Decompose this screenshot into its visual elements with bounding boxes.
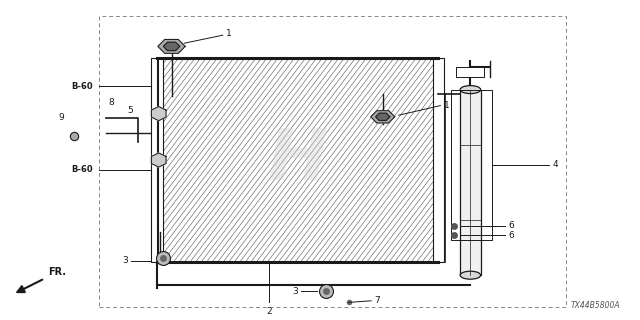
- Text: FR.: FR.: [48, 267, 66, 277]
- Text: 3: 3: [122, 256, 128, 265]
- Bar: [451, 90, 492, 240]
- Bar: [433, 58, 444, 262]
- Text: H: H: [268, 125, 328, 195]
- Bar: [99, 16, 566, 307]
- Ellipse shape: [460, 271, 481, 279]
- Polygon shape: [152, 107, 166, 121]
- Text: 3: 3: [292, 287, 298, 296]
- Text: 1: 1: [226, 29, 232, 38]
- Text: 2: 2: [266, 307, 271, 316]
- Bar: [460, 90, 481, 275]
- Polygon shape: [152, 153, 166, 167]
- Text: B-60: B-60: [71, 165, 93, 174]
- Text: 4: 4: [552, 160, 558, 169]
- Polygon shape: [376, 113, 390, 120]
- Polygon shape: [163, 42, 180, 51]
- Bar: [157, 58, 438, 262]
- Text: TX44B5800A: TX44B5800A: [570, 301, 620, 310]
- Polygon shape: [371, 111, 395, 123]
- Text: B-60: B-60: [71, 82, 93, 91]
- Text: 9: 9: [58, 113, 63, 122]
- Text: 8: 8: [109, 98, 115, 107]
- Text: 6: 6: [508, 221, 514, 230]
- Bar: [151, 58, 163, 262]
- Text: 5: 5: [127, 106, 133, 115]
- Polygon shape: [158, 39, 185, 53]
- Text: 7: 7: [374, 296, 380, 305]
- Bar: [456, 67, 484, 77]
- Text: 1: 1: [444, 101, 449, 110]
- Ellipse shape: [460, 86, 481, 94]
- Text: 6: 6: [508, 231, 514, 240]
